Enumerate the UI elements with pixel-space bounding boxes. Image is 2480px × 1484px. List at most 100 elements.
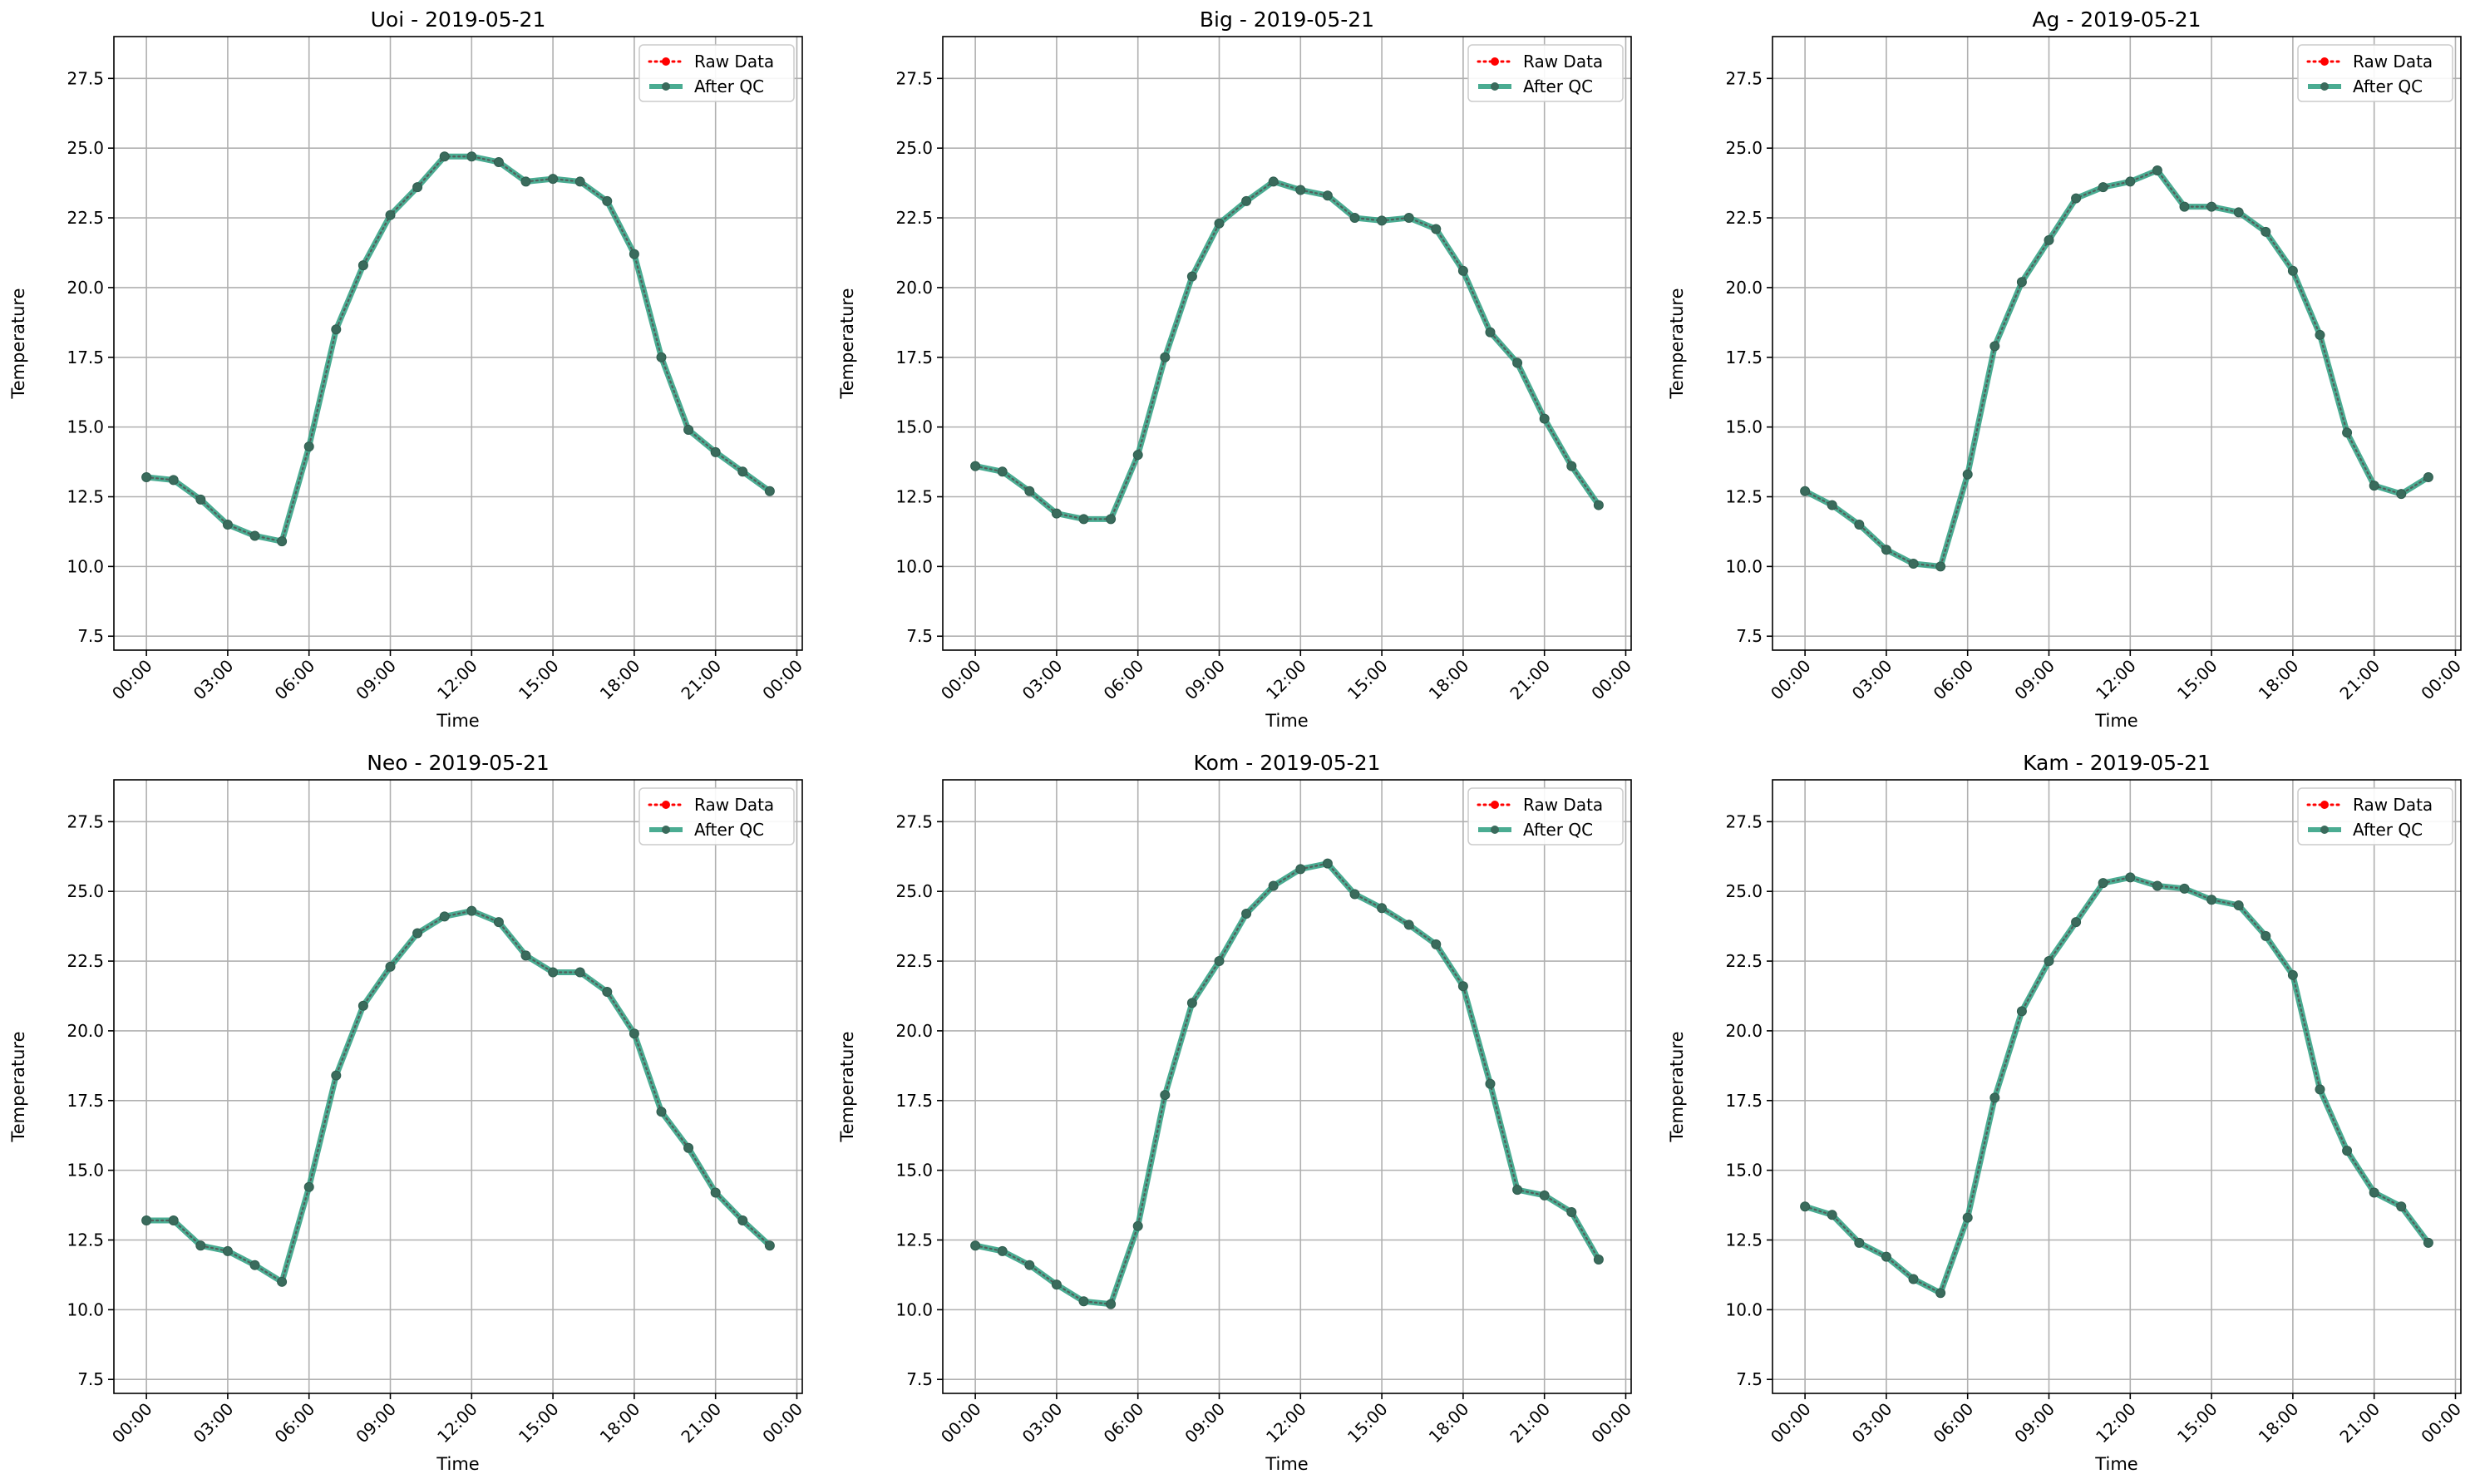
legend: Raw Data After QC	[1467, 787, 1624, 846]
y-tick-label: 10.0	[895, 1299, 933, 1319]
data-point	[1024, 486, 1035, 496]
y-axis-label: Temperature	[837, 1031, 857, 1142]
y-tick-label: 25.0	[1725, 138, 1763, 158]
x-tick-label: 15:00	[515, 656, 563, 704]
axes-frame	[113, 779, 803, 1394]
data-point	[1051, 508, 1062, 519]
data-point	[1457, 265, 1468, 276]
data-point	[1800, 1201, 1811, 1212]
y-tick-label: 27.5	[67, 811, 104, 831]
data-point	[1485, 327, 1496, 338]
legend-label-raw-data: Raw Data	[694, 52, 774, 71]
chart-panel-2: 7.5 10.0 12.5 15.0 17.5 20.0 22.5 25.0 27.5 00:00…	[837, 7, 1635, 731]
y-axis-label: Temperature	[1667, 288, 1687, 399]
y-tick-label: 22.5	[67, 208, 104, 228]
y-tick-label: 20.0	[895, 1021, 933, 1041]
legend-label-raw-data: Raw Data	[694, 795, 774, 815]
data-point	[656, 352, 667, 362]
data-point	[493, 156, 504, 167]
data-point	[1800, 486, 1811, 496]
x-tick-label: 18:00	[2255, 656, 2303, 704]
data-point	[2179, 883, 2190, 894]
x-tick-label: 09:00	[1181, 1399, 1229, 1447]
data-point	[357, 260, 368, 271]
x-tick-label: 15:00	[2173, 656, 2221, 704]
data-point	[710, 446, 721, 457]
x-tick-label: 06:00	[1930, 1399, 1978, 1447]
y-tick-label: 15.0	[67, 1161, 104, 1181]
data-point	[1566, 1206, 1577, 1217]
data-point	[1566, 461, 1577, 471]
x-tick-label: 03:00	[190, 656, 238, 704]
chart-panel-1: 7.5 10.0 12.5 15.0 17.5 20.0 22.5 25.0 27.5 00:00…	[8, 7, 806, 731]
y-tick-label: 7.5	[77, 1369, 104, 1389]
data-point	[1593, 1254, 1604, 1265]
x-tick-label: 03:00	[1018, 656, 1067, 704]
x-tick-label: 12:00	[2092, 1399, 2140, 1447]
x-tick-label: 18:00	[2255, 1399, 2303, 1447]
chart-title: Kom - 2019-05-21	[1194, 751, 1381, 775]
plot-area	[1772, 37, 2461, 650]
data-point	[2125, 872, 2136, 883]
data-point	[1160, 352, 1171, 362]
x-tick-label: 12:00	[2092, 656, 2140, 704]
data-point	[493, 917, 504, 928]
data-point	[2179, 201, 2190, 212]
data-point	[764, 1240, 775, 1251]
legend-marker-raw-data	[1491, 801, 1499, 809]
data-point	[2342, 1146, 2353, 1156]
x-tick-label: 00:00	[1767, 656, 1815, 704]
data-point	[574, 967, 585, 978]
data-point	[1024, 1260, 1035, 1270]
data-point	[574, 176, 585, 187]
data-point	[1854, 1237, 1865, 1248]
x-tick-label: 06:00	[271, 656, 319, 704]
y-tick-label: 7.5	[1736, 626, 1763, 646]
data-point	[439, 151, 450, 162]
x-tick-label: 12:00	[1262, 1399, 1310, 1447]
data-point	[1268, 880, 1279, 891]
data-point	[277, 1276, 288, 1287]
x-tick-label: 18:00	[1425, 656, 1473, 704]
data-point	[602, 195, 613, 206]
data-point	[1295, 185, 1306, 195]
y-axis-label: Temperature	[8, 288, 28, 399]
data-point	[2098, 182, 2108, 193]
y-tick-label: 20.0	[67, 1021, 104, 1041]
x-tick-label: 09:00	[1181, 656, 1229, 704]
legend-marker-after-qc	[2320, 826, 2329, 834]
data-point	[1962, 1212, 1973, 1223]
data-point	[2152, 165, 2162, 176]
data-point	[466, 905, 477, 916]
legend: Raw Data After QC	[2297, 44, 2453, 102]
data-point	[2369, 481, 2379, 491]
x-tick-label: 00:00	[937, 656, 985, 704]
y-tick-label: 15.0	[67, 417, 104, 437]
data-point	[2233, 207, 2244, 218]
x-tick-label: 03:00	[1848, 1399, 1896, 1447]
y-tick-label: 10.0	[1725, 1299, 1763, 1319]
legend-marker-after-qc	[2320, 82, 2329, 91]
y-tick-label: 25.0	[895, 138, 933, 158]
chart-panel-3: 7.5 10.0 12.5 15.0 17.5 20.0 22.5 25.0 27.5 00:00…	[1667, 7, 2465, 731]
data-point	[2233, 900, 2244, 910]
data-point	[168, 475, 179, 486]
data-point	[1908, 559, 1919, 569]
series-line-raw-data	[1804, 876, 2429, 1294]
data-point	[2071, 917, 2082, 928]
chart-panel-5: 7.5 10.0 12.5 15.0 17.5 20.0 22.5 25.0 27.5 00:00…	[837, 751, 1635, 1474]
y-tick-label: 7.5	[906, 626, 933, 646]
data-point	[249, 530, 260, 541]
x-tick-label: 00:00	[1767, 1399, 1815, 1447]
data-point	[629, 1028, 639, 1039]
y-tick-label: 22.5	[895, 951, 933, 971]
y-tick-label: 7.5	[906, 1369, 933, 1389]
legend-marker-raw-data	[662, 57, 670, 66]
x-tick-label: 15:00	[1344, 1399, 1392, 1447]
x-tick-label: 03:00	[1018, 1399, 1067, 1447]
data-point	[1377, 215, 1388, 226]
x-tick-label: 00:00	[758, 1399, 806, 1447]
data-point	[2261, 226, 2271, 237]
axes-frame	[942, 36, 1632, 651]
y-tick-label: 10.0	[895, 556, 933, 576]
